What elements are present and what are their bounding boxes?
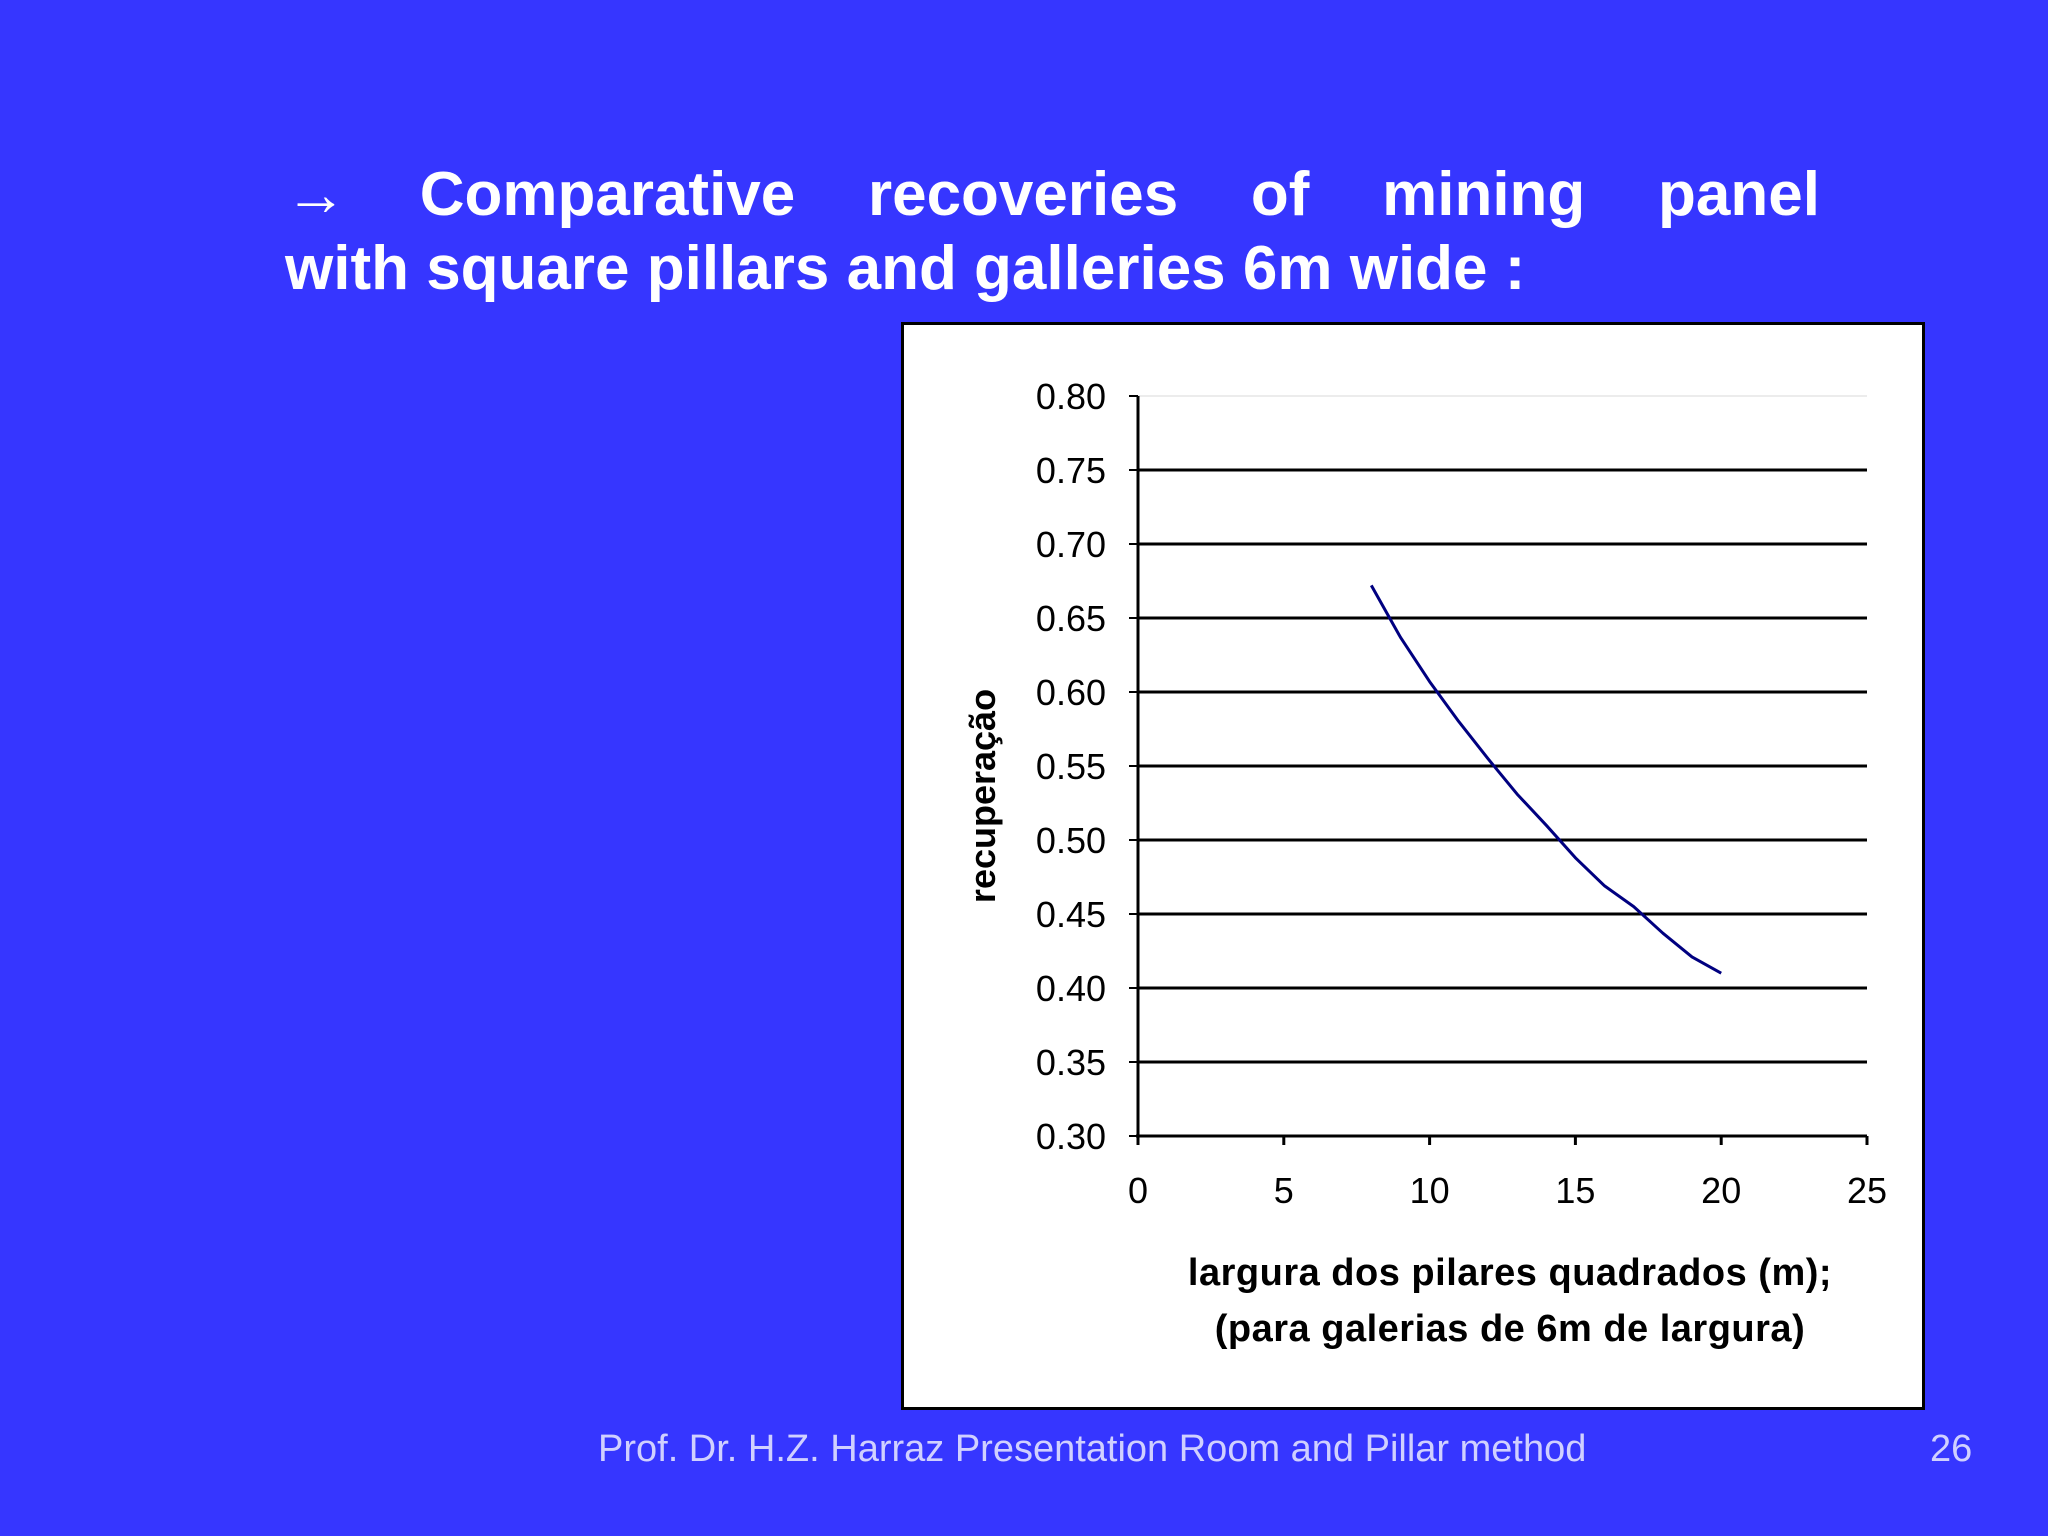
title-word: mining (1382, 160, 1586, 229)
x-tick-label: 5 (1274, 1170, 1294, 1211)
x-axis-title-line-1: largura dos pilares quadrados (m); (1187, 1252, 1833, 1294)
title-line-2: with square pillars and galleries 6m wid… (285, 234, 1526, 303)
arrow-icon: → (285, 160, 347, 229)
y-tick-label: 0.80 (1036, 376, 1106, 417)
y-axis-title: recuperação (962, 689, 1003, 903)
x-axis-title-line-2: (para galerias de 6m de largura) (1214, 1308, 1806, 1350)
page-number: 26 (1930, 1428, 1973, 1470)
title-word: recoveries (867, 160, 1179, 229)
x-tick-label: 0 (1128, 1170, 1148, 1211)
y-tick-label: 0.55 (1036, 746, 1106, 787)
title-word: Comparative (419, 160, 796, 229)
recovery-line-chart: 0.30 0.35 0.40 0.45 0.50 0.55 0.60 0.65 0.70 0.75… (962, 376, 1887, 1211)
footer-text: Prof. Dr. H.Z. Harraz Presentation Room … (598, 1428, 1587, 1470)
y-tick-label: 0.75 (1036, 450, 1106, 491)
y-tick-label: 0.35 (1036, 1042, 1106, 1083)
x-tick-label: 20 (1701, 1170, 1741, 1211)
y-tick-label: 0.70 (1036, 524, 1106, 565)
x-tick-label: 10 (1410, 1170, 1450, 1211)
title-line-1: → Comparative recoveries of mining panel (285, 158, 1820, 232)
title-word: of (1250, 160, 1310, 229)
x-tick-label: 15 (1555, 1170, 1595, 1211)
x-tick-label: 25 (1847, 1170, 1887, 1211)
recovery-series-line (1369, 584, 1722, 975)
slide-title: → Comparative recoveries of mining panel… (285, 158, 1820, 306)
y-tick-label: 0.30 (1036, 1116, 1106, 1157)
y-tick-label: 0.65 (1036, 598, 1106, 639)
y-tick-label: 0.40 (1036, 968, 1106, 1009)
y-tick-label: 0.50 (1036, 820, 1106, 861)
y-tick-label: 0.60 (1036, 672, 1106, 713)
y-tick-label: 0.45 (1036, 894, 1106, 935)
chart-frame: 0.30 0.35 0.40 0.45 0.50 0.55 0.60 0.65 0.70 0.75… (901, 322, 1925, 1410)
title-word: panel (1658, 160, 1820, 229)
x-axis-title: largura dos pilares quadrados (m); (para… (1110, 1245, 1910, 1357)
